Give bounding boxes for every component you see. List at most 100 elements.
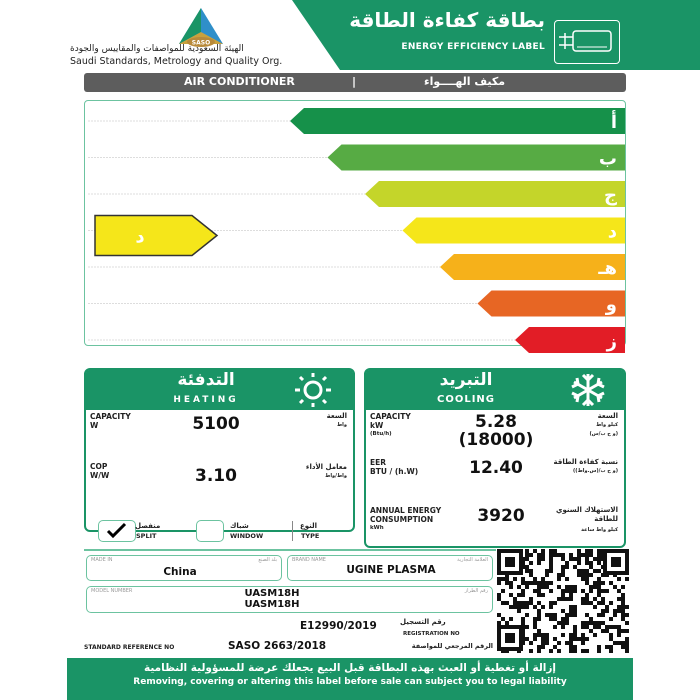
heating-title-en: HEATING bbox=[173, 395, 239, 405]
qr-module bbox=[593, 581, 597, 585]
qr-module bbox=[569, 585, 573, 589]
qr-module bbox=[525, 601, 529, 605]
qr-module bbox=[501, 601, 505, 605]
qr-module bbox=[557, 649, 561, 653]
qr-module bbox=[537, 629, 541, 633]
qr-module bbox=[609, 581, 613, 585]
registration-ar: رقم التسجيل bbox=[400, 618, 446, 626]
qr-module bbox=[573, 613, 577, 617]
qr-module bbox=[521, 577, 525, 581]
qr-module bbox=[521, 617, 525, 621]
qr-module bbox=[577, 637, 581, 641]
qr-module bbox=[529, 597, 533, 601]
qr-module bbox=[525, 557, 529, 561]
qr-module bbox=[553, 637, 557, 641]
air-conditioner-plug-icon bbox=[554, 20, 620, 64]
qr-module bbox=[597, 585, 601, 589]
qr-module bbox=[613, 585, 617, 589]
qr-module bbox=[617, 629, 621, 633]
qr-module bbox=[569, 593, 573, 597]
cooling-capacity-label: CAPACITY bbox=[370, 412, 411, 421]
product-type-separator: | bbox=[352, 75, 357, 88]
qr-module bbox=[545, 613, 549, 617]
qr-module bbox=[597, 613, 601, 617]
qr-module bbox=[617, 597, 621, 601]
qr-module bbox=[569, 613, 573, 617]
footer-warning-en: Removing, covering or altering this labe… bbox=[133, 677, 567, 687]
qr-module bbox=[561, 565, 565, 569]
cooling-capacity-ar: السعة bbox=[597, 412, 618, 420]
qr-module bbox=[611, 557, 621, 567]
qr-module bbox=[593, 597, 597, 601]
qr-module bbox=[497, 593, 501, 597]
qr-module bbox=[597, 561, 601, 565]
qr-module bbox=[561, 597, 565, 601]
qr-module bbox=[537, 593, 541, 597]
qr-module bbox=[517, 605, 521, 609]
qr-module bbox=[597, 589, 601, 593]
window-checkbox[interactable] bbox=[196, 520, 224, 542]
cooling-annual-unit-ar: كيلو واط ساعة bbox=[581, 527, 618, 533]
split-checkbox[interactable] bbox=[98, 520, 136, 542]
qr-module bbox=[533, 589, 537, 593]
qr-module bbox=[573, 565, 577, 569]
qr-module bbox=[577, 561, 581, 565]
standard-label: STANDARD REFERENCE NO bbox=[84, 644, 175, 651]
label-title-en: ENERGY EFFICIENCY LABEL bbox=[401, 42, 545, 52]
brand-label: BRAND NAME bbox=[292, 557, 326, 563]
qr-module bbox=[565, 589, 569, 593]
qr-module bbox=[541, 557, 545, 561]
qr-module bbox=[597, 557, 601, 561]
qr-module bbox=[537, 649, 541, 653]
rating-indicator-label: د bbox=[135, 227, 144, 248]
qr-module bbox=[541, 641, 545, 645]
qr-module bbox=[577, 553, 581, 557]
qr-module bbox=[537, 613, 541, 617]
qr-module bbox=[557, 577, 561, 581]
qr-module bbox=[561, 593, 565, 597]
qr-module bbox=[533, 633, 537, 637]
qr-module bbox=[593, 625, 597, 629]
qr-module bbox=[525, 625, 529, 629]
efficiency-class-bar bbox=[327, 144, 625, 171]
qr-module bbox=[601, 609, 605, 613]
qr-module bbox=[617, 641, 621, 645]
heating-capacity-value: 5100 bbox=[192, 414, 240, 434]
qr-module bbox=[565, 613, 569, 617]
qr-module bbox=[581, 573, 585, 577]
cooling-capacity-btu: (18000) bbox=[458, 430, 534, 450]
qr-module bbox=[585, 649, 589, 653]
qr-module bbox=[569, 645, 573, 649]
qr-module bbox=[573, 649, 577, 653]
qr-module bbox=[565, 641, 569, 645]
qr-module bbox=[589, 601, 593, 605]
qr-module bbox=[589, 573, 593, 577]
qr-code[interactable] bbox=[496, 549, 630, 653]
qr-module bbox=[509, 605, 513, 609]
qr-module bbox=[605, 625, 609, 629]
qr-module bbox=[529, 641, 533, 645]
qr-module bbox=[537, 561, 541, 565]
qr-module bbox=[573, 585, 577, 589]
cooling-capacity-unit: kW bbox=[370, 421, 384, 430]
qr-module bbox=[513, 577, 517, 581]
qr-module bbox=[565, 565, 569, 569]
cooling-title-en: COOLING bbox=[436, 394, 495, 405]
qr-module bbox=[589, 553, 593, 557]
qr-module bbox=[597, 601, 601, 605]
brand-value: UGINE PLASMA bbox=[346, 564, 436, 576]
qr-module bbox=[505, 601, 509, 605]
qr-module bbox=[561, 553, 565, 557]
saso-logo: SASO bbox=[179, 8, 223, 47]
snowflake-icon bbox=[571, 373, 605, 407]
qr-module bbox=[585, 593, 589, 597]
qr-module bbox=[621, 629, 625, 633]
logo-text: SASO bbox=[192, 40, 210, 47]
qr-module bbox=[501, 617, 505, 621]
header-green-band bbox=[292, 0, 700, 70]
cooling-annual-label: ANNUAL ENERGY CONSUMPTION bbox=[370, 506, 442, 524]
qr-module bbox=[585, 625, 589, 629]
qr-module bbox=[541, 585, 545, 589]
cooling-eer-label: EER bbox=[370, 458, 387, 467]
window-label-en: WINDOW bbox=[230, 532, 264, 540]
